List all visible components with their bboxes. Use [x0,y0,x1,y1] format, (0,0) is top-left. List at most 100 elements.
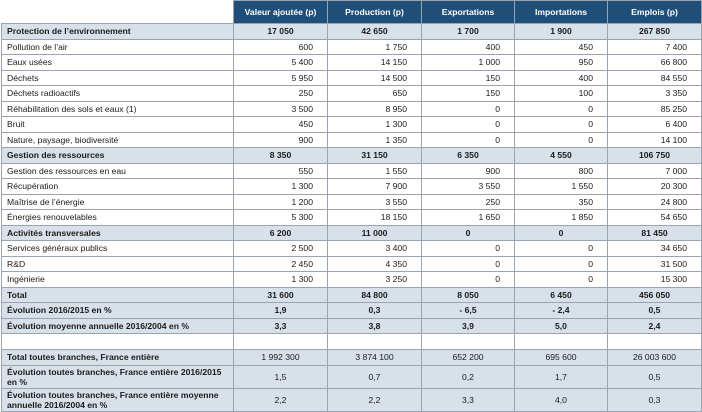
value-cell: 0 [514,240,608,257]
value-cell: 2,4 [607,317,702,334]
value-cell: 0 [421,100,515,117]
value-cell: 0,3 [607,387,702,412]
header-valeur-ajoutee: Valeur ajoutée (p) [233,0,328,24]
value-cell: 14 500 [327,69,422,86]
total-row: Évolution 2016/2015 en % 1,9 0,3- 6,5- 2,4… [1,302,702,319]
value-cell: 66 800 [607,54,702,71]
value-cell: 1 350 [327,131,422,148]
section-row: Protection de l’environnement 17 050 42 65… [1,23,702,40]
value-cell: 150 [421,69,515,86]
value-cell: 54 650 [607,209,702,226]
value-cell: 85 250 [607,100,702,117]
table-row: Bruit 450 1 300 0 0 6 400 [1,116,702,133]
table-row: Services généraux publics 2 500 3 400 0 0 34 … [1,240,702,257]
value-cell: 81 450 [607,224,702,241]
row-label: Eaux usées [1,54,234,71]
value-cell: 0 [421,224,515,241]
row-label: Bruit [1,116,234,133]
value-cell: 450 [233,116,328,133]
table-row: Pollution de l’air 600 1 750 400 450 7 400 [1,38,702,55]
france-row: Évolution toutes branches, France entièr… [1,387,702,412]
france-row: Total toutes branches, France entière 1 9… [1,349,702,366]
value-cell: 5,0 [514,317,608,334]
value-cell: 1,5 [233,364,328,389]
table-row: Déchets radioactifs 250 650 150 100 3 350 [1,85,702,102]
header-emplois: Emplois (p) [607,0,702,24]
value-cell: 800 [514,162,608,179]
value-cell: 7 900 [327,178,422,195]
section-row: Gestion des ressources 8 350 31 150 6 350 4 … [1,147,702,164]
value-cell: 900 [421,162,515,179]
value-cell: 450 [514,38,608,55]
value-cell: 0 [421,240,515,257]
value-cell: 250 [421,193,515,210]
value-cell: 15 300 [607,271,702,288]
value-cell: 11 000 [327,224,422,241]
table-row: Nature, paysage, biodiversité 900 1 350 0 0 1… [1,131,702,148]
section-title: Gestion des ressources [1,147,234,164]
value-cell: 0,5 [607,364,702,389]
value-cell: 0 [421,116,515,133]
value-cell: 31 600 [233,286,328,303]
value-cell: 600 [233,38,328,55]
empty-cell [1,333,234,350]
value-cell: 31 150 [327,147,422,164]
value-cell: 7 400 [607,38,702,55]
row-label: Services généraux publics [1,240,234,257]
value-cell: 84 800 [327,286,422,303]
value-cell: 1 300 [327,116,422,133]
value-cell: 6 200 [233,224,328,241]
value-cell: 0 [514,100,608,117]
france-row: Évolution toutes branches, France entièr… [1,364,702,389]
value-cell: 0,7 [327,364,422,389]
value-cell: 3 400 [327,240,422,257]
value-cell: 0 [514,255,608,272]
value-cell: 14 150 [327,54,422,71]
value-cell: 31 500 [607,255,702,272]
value-cell: 400 [514,69,608,86]
value-cell: 6 400 [607,116,702,133]
value-cell: 3 874 100 [327,349,422,366]
value-cell: 1 200 [233,193,328,210]
row-label: R&D [1,255,234,272]
total-label: Évolution moyenne annuelle 2016/2004 en … [1,317,234,334]
table-row: Gestion des ressources en eau 550 1 550 900… [1,162,702,179]
value-cell: 900 [233,131,328,148]
value-cell: 34 650 [607,240,702,257]
value-cell: 1 300 [233,178,328,195]
value-cell: 4,0 [514,387,608,412]
value-cell: 1 550 [327,162,422,179]
value-cell: 106 750 [607,147,702,164]
value-cell: 1 992 300 [233,349,328,366]
value-cell: 2 450 [233,255,328,272]
value-cell: - 2,4 [514,302,608,319]
value-cell: 3,3 [421,387,515,412]
value-cell: 4 350 [327,255,422,272]
row-label: Déchets radioactifs [1,85,234,102]
value-cell: 100 [514,85,608,102]
value-cell: 650 [327,85,422,102]
value-cell: 950 [514,54,608,71]
value-cell: 8 350 [233,147,328,164]
table-row: Maîtrise de l’énergie 1 200 3 550 250 350 24 … [1,193,702,210]
total-row: Total 31 600 84 800 8 050 6 450 456 050 [1,286,702,303]
spacer-row [1,333,702,350]
value-cell: 1 650 [421,209,515,226]
header-importations: Importations [514,0,608,24]
value-cell: 1 550 [514,178,608,195]
value-cell: 2,2 [327,387,422,412]
row-label: Énergies renouvelables [1,209,234,226]
table-row: Déchets 5 950 14 500 150 400 84 550 [1,69,702,86]
header-production: Production (p) [327,0,422,24]
value-cell: 6 450 [514,286,608,303]
table-row: R&D 2 450 4 350 0 0 31 500 [1,255,702,272]
header-corner [1,0,234,24]
row-label: Gestion des ressources en eau [1,162,234,179]
value-cell: 652 200 [421,349,515,366]
value-cell: 0 [421,131,515,148]
value-cell: 20 300 [607,178,702,195]
value-cell: 0 [514,224,608,241]
value-cell: 0 [514,116,608,133]
value-cell: 1 700 [421,23,515,40]
value-cell: 3 550 [421,178,515,195]
